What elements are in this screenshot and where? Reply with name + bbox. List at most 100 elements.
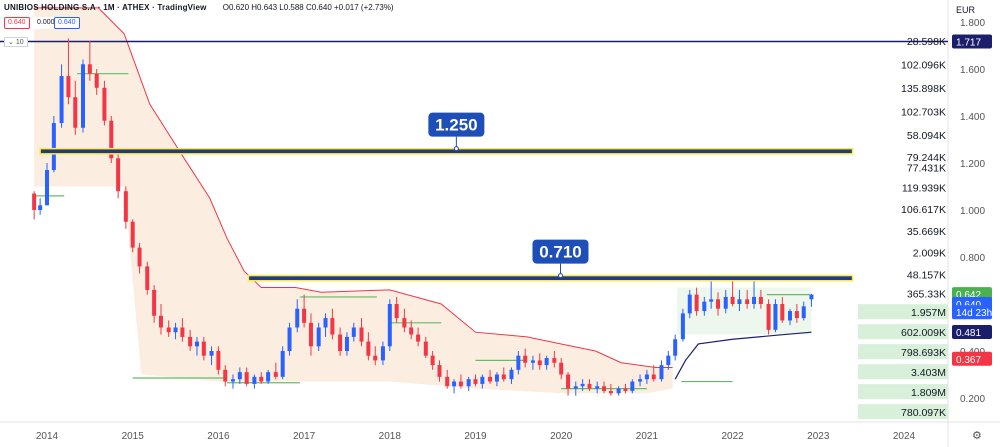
price-zone[interactable] bbox=[247, 274, 854, 282]
candle-body[interactable] bbox=[45, 170, 49, 206]
candle-body[interactable] bbox=[716, 299, 721, 309]
candle-body[interactable] bbox=[801, 306, 806, 319]
candle-body[interactable] bbox=[73, 97, 78, 128]
candle-body[interactable] bbox=[659, 365, 664, 380]
zone-label-box[interactable] bbox=[428, 112, 485, 137]
candle-body[interactable] bbox=[237, 372, 242, 380]
candle-body[interactable] bbox=[537, 360, 542, 366]
candle-body[interactable] bbox=[180, 327, 185, 337]
candle-body[interactable] bbox=[580, 383, 585, 387]
candle-body[interactable] bbox=[308, 322, 313, 347]
candle-body[interactable] bbox=[137, 247, 142, 267]
candle-body[interactable] bbox=[230, 379, 235, 382]
price-tag[interactable] bbox=[952, 351, 992, 366]
candle-body[interactable] bbox=[452, 381, 457, 387]
candle-body[interactable] bbox=[587, 383, 592, 389]
candle-body[interactable] bbox=[516, 355, 521, 370]
candle-body[interactable] bbox=[702, 301, 707, 312]
candle-body[interactable] bbox=[302, 308, 307, 323]
gear-icon[interactable]: ⚙ bbox=[972, 430, 982, 442]
candle-body[interactable] bbox=[788, 311, 793, 321]
candle-body[interactable] bbox=[723, 296, 728, 309]
candle-body[interactable] bbox=[344, 336, 349, 351]
candle-body[interactable] bbox=[709, 299, 714, 302]
price-tag[interactable] bbox=[952, 324, 992, 339]
candle-body[interactable] bbox=[116, 158, 121, 192]
candle-body[interactable] bbox=[295, 308, 300, 328]
candle-body[interactable] bbox=[458, 381, 463, 387]
candle-body[interactable] bbox=[602, 386, 607, 391]
candle-body[interactable] bbox=[273, 372, 278, 377]
candle-body[interactable] bbox=[166, 327, 171, 333]
candle-body[interactable] bbox=[544, 358, 549, 366]
candle-body[interactable] bbox=[316, 327, 321, 347]
candle-body[interactable] bbox=[244, 372, 249, 384]
candle-body[interactable] bbox=[687, 294, 692, 314]
candle-body[interactable] bbox=[266, 372, 271, 382]
candle-body[interactable] bbox=[752, 296, 757, 304]
candle-body[interactable] bbox=[573, 386, 578, 389]
candle-body[interactable] bbox=[630, 381, 635, 391]
candle-body[interactable] bbox=[616, 388, 621, 394]
candle-body[interactable] bbox=[559, 362, 564, 375]
candle-body[interactable] bbox=[380, 346, 385, 361]
price-tag[interactable] bbox=[952, 34, 992, 49]
candle-body[interactable] bbox=[523, 355, 528, 363]
ask-price-box[interactable]: 0.640 bbox=[54, 17, 80, 29]
candle-body[interactable] bbox=[737, 299, 742, 304]
candle-body[interactable] bbox=[794, 311, 799, 319]
candle-body[interactable] bbox=[51, 123, 56, 171]
candle-body[interactable] bbox=[201, 341, 206, 356]
candle-body[interactable] bbox=[394, 304, 399, 319]
candle-body[interactable] bbox=[595, 386, 600, 389]
candle-body[interactable] bbox=[259, 376, 264, 382]
candle-body[interactable] bbox=[173, 327, 178, 333]
candle-body[interactable] bbox=[152, 289, 157, 316]
candle-body[interactable] bbox=[359, 327, 364, 342]
candle-body[interactable] bbox=[416, 334, 421, 342]
candle-body[interactable] bbox=[623, 388, 628, 391]
candle-body[interactable] bbox=[323, 318, 328, 328]
candle-body[interactable] bbox=[680, 313, 685, 340]
candle-body[interactable] bbox=[38, 205, 43, 210]
candle-body[interactable] bbox=[402, 318, 407, 328]
candle-body[interactable] bbox=[59, 76, 64, 124]
candle-body[interactable] bbox=[445, 376, 450, 387]
candle-body[interactable] bbox=[130, 221, 135, 248]
candle-body[interactable] bbox=[66, 76, 71, 98]
candle-body[interactable] bbox=[287, 327, 292, 352]
candle-body[interactable] bbox=[351, 327, 356, 337]
candle-body[interactable] bbox=[509, 369, 514, 380]
symbol-title[interactable]: UNIBIOS HOLDING S.A · 1M · ATHEX · Tradi… bbox=[4, 3, 207, 12]
candle-body[interactable] bbox=[466, 379, 471, 387]
candle-body[interactable] bbox=[638, 379, 643, 382]
candle-body[interactable] bbox=[530, 360, 535, 363]
candle-body[interactable] bbox=[280, 351, 285, 377]
candle-body[interactable] bbox=[673, 339, 678, 356]
bid-price-box[interactable]: 0.640 bbox=[4, 17, 30, 29]
price-tag[interactable] bbox=[952, 305, 992, 320]
candle-body[interactable] bbox=[494, 374, 499, 382]
zone-label-box[interactable] bbox=[532, 239, 589, 264]
candle-body[interactable] bbox=[644, 374, 649, 380]
candle-body[interactable] bbox=[387, 304, 392, 347]
candle-body[interactable] bbox=[552, 358, 557, 363]
candle-body[interactable] bbox=[194, 341, 199, 347]
candle-body[interactable] bbox=[501, 374, 506, 380]
candle-body[interactable] bbox=[473, 379, 478, 384]
candle-body[interactable] bbox=[87, 64, 92, 74]
candle-body[interactable] bbox=[223, 369, 228, 382]
candle-body[interactable] bbox=[330, 318, 335, 335]
candle-body[interactable] bbox=[80, 64, 85, 128]
price-zone[interactable] bbox=[39, 147, 854, 155]
candle-body[interactable] bbox=[437, 365, 442, 377]
candle-body[interactable] bbox=[566, 374, 571, 389]
indicator-toggle[interactable]: ⌄ 10 bbox=[4, 37, 28, 47]
candle-body[interactable] bbox=[188, 336, 193, 347]
candle-body[interactable] bbox=[608, 390, 613, 394]
candle-body[interactable] bbox=[488, 376, 493, 382]
candle-body[interactable] bbox=[94, 73, 99, 88]
candle-body[interactable] bbox=[766, 304, 771, 330]
candle-body[interactable] bbox=[216, 351, 221, 370]
